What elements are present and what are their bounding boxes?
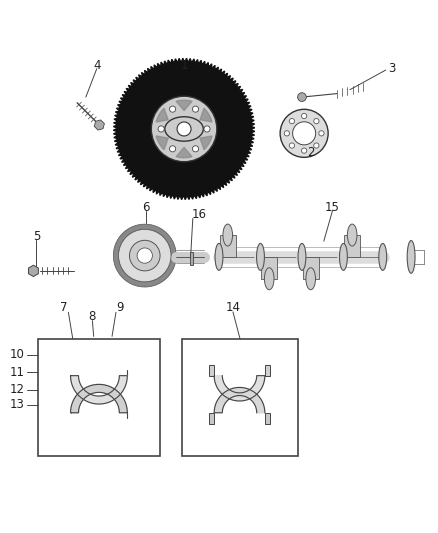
Text: 1: 1 [180, 59, 188, 72]
Polygon shape [303, 257, 318, 279]
Polygon shape [209, 365, 214, 376]
Circle shape [170, 106, 176, 112]
Text: 2: 2 [307, 147, 314, 159]
Text: 5: 5 [33, 230, 40, 243]
Polygon shape [214, 387, 265, 413]
Text: 15: 15 [325, 201, 340, 214]
Ellipse shape [257, 244, 265, 270]
Polygon shape [265, 413, 270, 424]
Circle shape [319, 131, 324, 136]
Ellipse shape [379, 244, 387, 270]
Polygon shape [176, 100, 192, 111]
Ellipse shape [223, 224, 233, 246]
Circle shape [301, 148, 307, 154]
Circle shape [289, 143, 294, 148]
Text: 8: 8 [89, 310, 96, 323]
Circle shape [301, 114, 307, 119]
Bar [38, 338, 160, 456]
Text: 14: 14 [226, 301, 240, 314]
Text: 12: 12 [10, 383, 25, 396]
Circle shape [192, 106, 198, 112]
Circle shape [158, 126, 164, 132]
Text: 7: 7 [60, 302, 68, 314]
Ellipse shape [298, 244, 306, 270]
Polygon shape [113, 224, 176, 287]
Circle shape [151, 96, 217, 161]
Polygon shape [261, 257, 277, 279]
Polygon shape [156, 136, 168, 150]
Circle shape [314, 143, 319, 148]
Polygon shape [344, 235, 360, 257]
Text: 4: 4 [93, 59, 100, 72]
Polygon shape [200, 108, 212, 122]
Ellipse shape [347, 224, 357, 246]
Circle shape [297, 93, 306, 101]
Circle shape [293, 122, 316, 145]
Circle shape [204, 126, 210, 132]
Polygon shape [28, 265, 39, 277]
Polygon shape [117, 61, 252, 197]
Circle shape [170, 146, 176, 152]
Polygon shape [265, 365, 270, 376]
Circle shape [130, 240, 160, 271]
Text: 6: 6 [142, 201, 149, 214]
Text: 9: 9 [117, 302, 124, 314]
Circle shape [289, 118, 294, 124]
Polygon shape [113, 58, 255, 200]
Ellipse shape [339, 244, 347, 270]
Circle shape [177, 122, 191, 136]
Circle shape [284, 131, 290, 136]
Bar [190, 252, 193, 265]
Ellipse shape [407, 240, 415, 273]
Text: 16: 16 [191, 208, 206, 222]
Polygon shape [220, 235, 236, 257]
Ellipse shape [215, 244, 223, 270]
Polygon shape [71, 384, 127, 413]
Ellipse shape [306, 268, 315, 290]
Circle shape [137, 248, 152, 263]
Ellipse shape [265, 268, 274, 290]
Circle shape [119, 229, 171, 282]
Polygon shape [94, 120, 104, 130]
Circle shape [280, 109, 328, 157]
Ellipse shape [165, 117, 203, 141]
Text: 10: 10 [10, 348, 25, 361]
Polygon shape [200, 136, 212, 150]
Polygon shape [156, 108, 168, 122]
Bar [182, 338, 297, 456]
Text: 13: 13 [10, 398, 25, 411]
Polygon shape [176, 147, 192, 158]
Circle shape [192, 146, 198, 152]
Circle shape [314, 118, 319, 124]
Polygon shape [214, 376, 265, 401]
Text: 3: 3 [388, 62, 395, 75]
Polygon shape [209, 413, 214, 424]
Text: 11: 11 [10, 366, 25, 378]
Polygon shape [71, 376, 127, 404]
